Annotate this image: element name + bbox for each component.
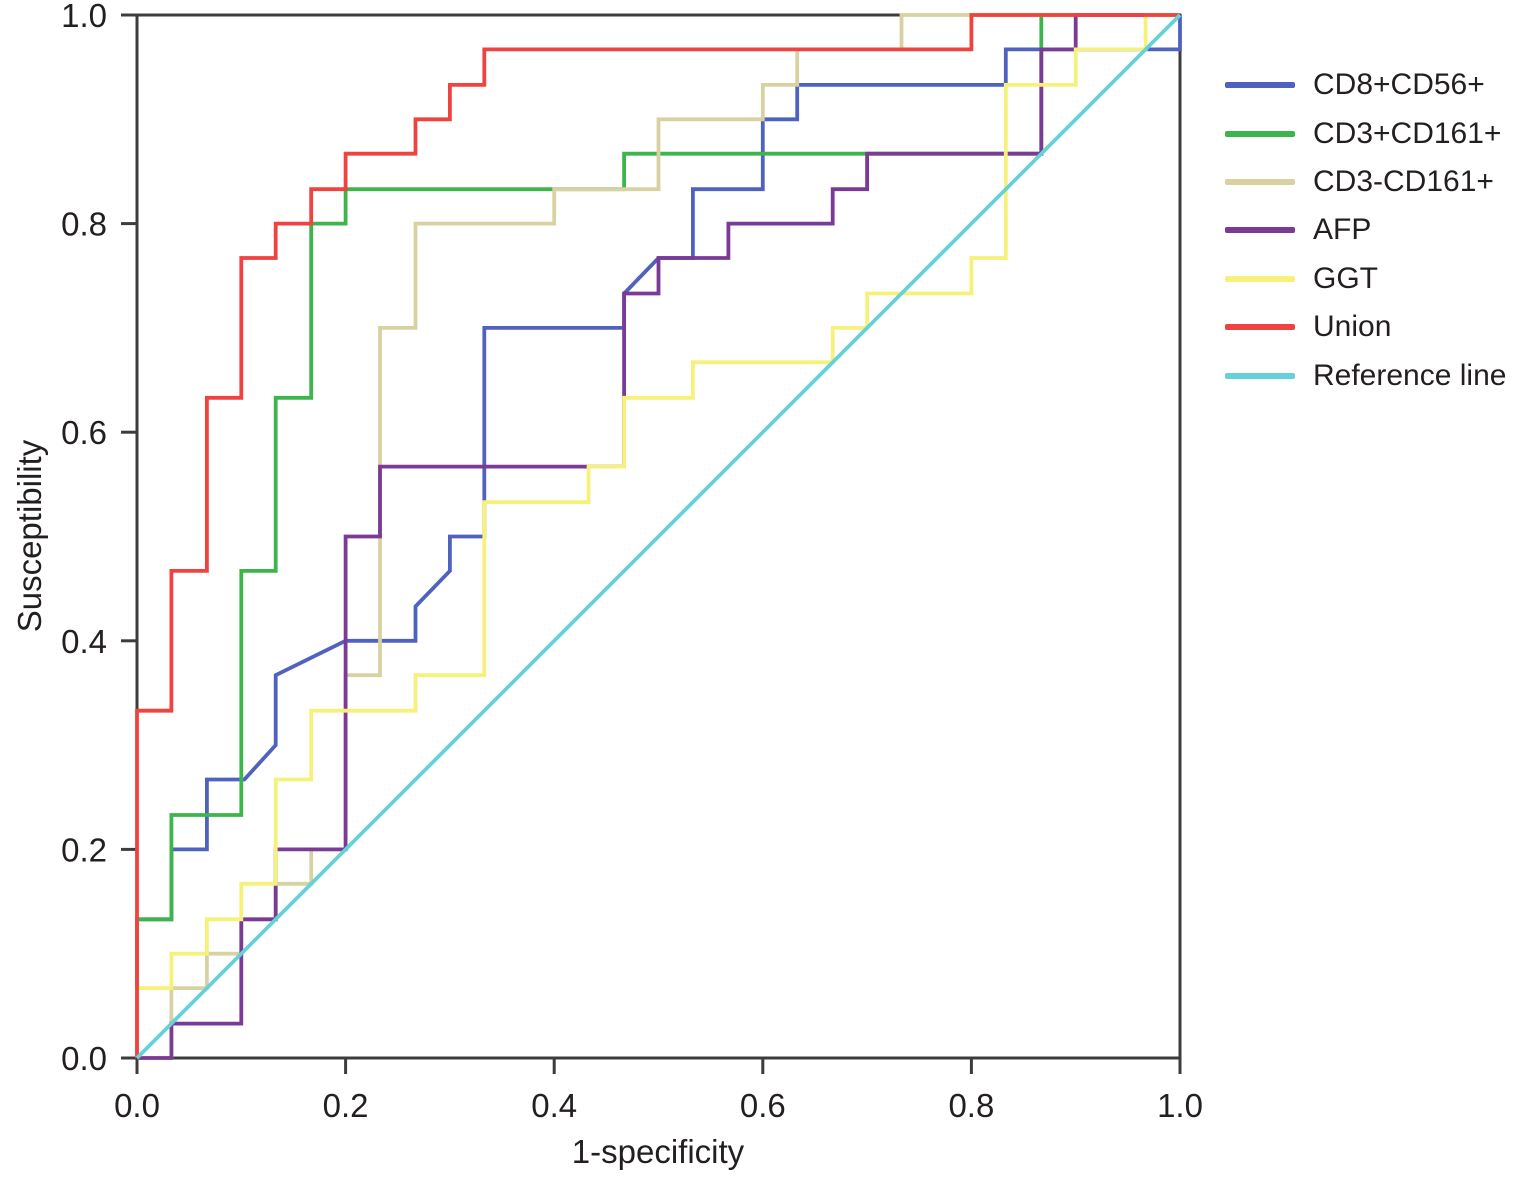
series-line-ggt — [135, 13, 1180, 1058]
y-tick-label: 1.0 — [61, 0, 107, 34]
plot-border — [135, 13, 1182, 1060]
legend-item-cd3-cd161: CD3-CD161+ — [1205, 158, 1506, 206]
legend-swatch-cd3-cd161 — [1225, 130, 1295, 137]
legend-item-union: Union — [1205, 303, 1506, 351]
legend-swatch-ggt — [1225, 275, 1295, 282]
series-line-union — [135, 13, 1180, 1058]
legend-label: Reference line — [1313, 358, 1507, 392]
x-axis-title: 1-specificity — [571, 1133, 745, 1170]
x-tick-label: 0.4 — [531, 1087, 577, 1124]
x-tick-label: 0.2 — [323, 1087, 369, 1124]
legend-label: GGT — [1313, 261, 1378, 295]
y-tick-label: 0.2 — [61, 831, 107, 868]
y-tick-label: 0.6 — [61, 414, 107, 451]
legend: CD8+CD56+ CD3+CD161+ CD3-CD161+ AFP GGT Union… — [1205, 61, 1506, 400]
x-tick-label: 0.8 — [948, 1087, 994, 1124]
legend-swatch-union — [1225, 324, 1295, 331]
legend-item-reference-line: Reference line — [1205, 351, 1506, 399]
legend-swatch-cd8-cd56 — [1225, 82, 1295, 89]
legend-swatch-afp — [1225, 227, 1295, 234]
series-line-cd3-cd161 — [135, 13, 1180, 1058]
legend-label: CD3-CD161+ — [1313, 164, 1494, 198]
legend-swatch-cd3-cd161 — [1225, 178, 1295, 185]
x-tick-label: 0.0 — [114, 1087, 160, 1124]
legend-item-ggt: GGT — [1205, 255, 1506, 303]
x-tick-label: 0.6 — [740, 1087, 786, 1124]
legend-swatch-reference-line — [1225, 372, 1295, 379]
series-line-afp — [137, 13, 1180, 1060]
legend-label: AFP — [1313, 213, 1372, 247]
legend-item-cd3-cd161: CD3+CD161+ — [1205, 109, 1506, 157]
y-tick-label: 0.8 — [61, 206, 107, 243]
x-tick-label: 1.0 — [1157, 1087, 1203, 1124]
legend-item-afp: AFP — [1205, 206, 1506, 254]
legend-label: CD8+CD56+ — [1313, 68, 1485, 102]
y-axis-title: Susceptibility — [11, 439, 48, 633]
y-tick-label: 0.4 — [61, 623, 107, 660]
legend-label: Union — [1313, 310, 1392, 344]
y-tick-label: 0.0 — [61, 1040, 107, 1077]
series-line-reference-line — [135, 13, 1182, 1060]
legend-item-cd8-cd56: CD8+CD56+ — [1205, 61, 1506, 109]
legend-label: CD3+CD161+ — [1313, 116, 1502, 150]
